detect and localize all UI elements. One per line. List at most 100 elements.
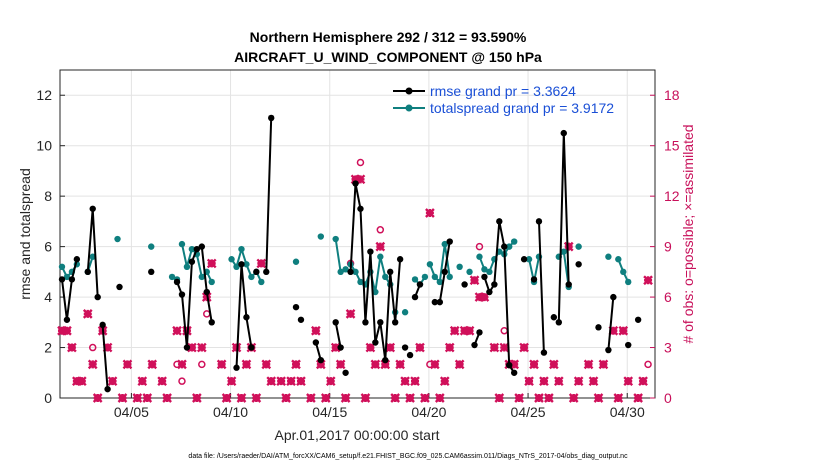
obs-assimilated-marker xyxy=(92,393,103,403)
obs-assimilated-marker xyxy=(355,174,366,185)
obs-possible-marker xyxy=(644,360,652,369)
obs-assimilated-marker xyxy=(415,342,425,353)
spread-point xyxy=(426,261,434,268)
obs-assimilated-marker xyxy=(544,393,554,403)
rmse-point xyxy=(486,288,493,296)
obs-assimilated-marker xyxy=(519,342,529,353)
obs-assimilated-marker xyxy=(132,393,143,403)
rmse-point xyxy=(317,356,325,364)
spread-point xyxy=(248,273,255,281)
obs-assimilated-marker xyxy=(563,241,574,252)
rmse-point xyxy=(411,293,419,301)
rmse-line xyxy=(176,245,213,348)
rmse-point xyxy=(263,268,270,276)
spread-point xyxy=(183,263,191,270)
spread-point xyxy=(188,245,196,253)
rmse-point xyxy=(431,298,439,306)
obs-assimilated-marker xyxy=(340,393,351,403)
rmse-point xyxy=(510,369,518,376)
rmse-point xyxy=(396,256,404,263)
obs-assimilated-marker xyxy=(177,359,187,370)
obs-assimilated-marker xyxy=(286,376,296,387)
obs-assimilated-marker xyxy=(454,359,465,370)
y-tick-label: 12 xyxy=(36,87,52,103)
obs-assimilated-marker xyxy=(380,359,391,370)
obs-possible-marker xyxy=(88,343,97,352)
obs-assimilated-marker xyxy=(479,292,490,302)
obs-assimilated-marker xyxy=(360,393,371,403)
obs-assimilated-marker xyxy=(583,359,594,370)
obs-assimilated-marker xyxy=(251,393,262,403)
obs-assimilated-marker xyxy=(444,342,455,353)
spread-point xyxy=(377,253,384,260)
obs-assimilated-marker xyxy=(256,258,267,269)
rmse-point xyxy=(625,341,632,349)
obs-assimilated-marker xyxy=(107,376,118,387)
spread-point xyxy=(168,273,176,281)
rmse-point xyxy=(208,319,215,326)
obs-assimilated-marker xyxy=(276,376,286,387)
obs-assimilated-marker xyxy=(102,342,113,353)
rmse-point xyxy=(461,281,468,288)
rmse-point xyxy=(63,316,71,323)
spread-point xyxy=(317,233,325,240)
obs-assimilated-marker xyxy=(598,359,609,370)
obs-assimilated-marker xyxy=(206,258,217,269)
rmse-point xyxy=(68,276,76,283)
spread-point xyxy=(357,278,364,286)
y-right-tick-label: 9 xyxy=(664,239,672,255)
legend-rmse-label: rmse grand pr = 3.3624 xyxy=(430,83,576,99)
obs-assimilated-marker xyxy=(539,376,549,387)
legend-rmse-marker xyxy=(405,87,413,95)
rmse-point xyxy=(332,319,339,326)
y-right-tick-label: 6 xyxy=(664,289,672,305)
obs-assimilated-marker xyxy=(67,342,77,353)
grid xyxy=(60,70,655,399)
obs-assimilated-marker xyxy=(241,359,252,370)
rmse-point xyxy=(372,339,379,346)
y-tick-label: 4 xyxy=(44,289,52,305)
rmse-point xyxy=(387,268,394,276)
y-right-tick-label: 0 xyxy=(664,390,672,406)
obs-assimilated-marker xyxy=(122,359,133,370)
obs-assimilated-marker xyxy=(410,376,420,387)
x-tick-label: 04/25 xyxy=(511,404,546,420)
rmse-point xyxy=(595,324,602,331)
rmse-point xyxy=(198,243,206,250)
plot-area xyxy=(59,69,656,399)
obs-assimilated-marker xyxy=(226,376,237,387)
rmse-point xyxy=(58,276,66,283)
obs-assimilated-marker xyxy=(157,376,167,387)
rmse-point xyxy=(243,314,250,321)
rmse-line xyxy=(61,258,78,320)
obs-assimilated-marker xyxy=(117,393,128,403)
rmse-point xyxy=(297,316,305,323)
rmse-point xyxy=(501,243,508,250)
obs-assimilated-marker xyxy=(375,241,386,252)
spread-point xyxy=(337,268,344,276)
obs-assimilated-marker xyxy=(72,376,82,387)
spread-point xyxy=(58,263,66,270)
obs-possible-marker xyxy=(203,310,211,318)
x-tick-label: 04/15 xyxy=(312,404,347,420)
rmse-point xyxy=(347,268,354,276)
rmse-line xyxy=(334,322,342,348)
obs-assimilated-marker xyxy=(137,376,148,387)
obs-assimilated-marker xyxy=(236,393,247,403)
obs-assimilated-marker xyxy=(196,342,207,353)
obs-assimilated-marker xyxy=(261,359,272,370)
obs-assimilated-marker xyxy=(162,393,172,403)
spread-point xyxy=(466,268,473,276)
rmse-point xyxy=(73,256,81,263)
y-right-tick-label: 15 xyxy=(664,138,680,154)
rmse-point xyxy=(238,261,245,268)
y-right-tick-label: 12 xyxy=(664,188,680,204)
chart-subtitle: AIRCRAFT_U_WIND_COMPONENT @ 150 hPa xyxy=(234,49,542,65)
rmse-line xyxy=(86,208,99,298)
rmse-point xyxy=(233,364,240,371)
spread-point xyxy=(352,268,359,276)
y-right-tick-label: 18 xyxy=(664,87,680,103)
spread-point xyxy=(63,273,71,281)
legend: rmse grand pr = 3.3624 totalspread grand… xyxy=(393,83,614,116)
spread-point xyxy=(421,273,429,281)
